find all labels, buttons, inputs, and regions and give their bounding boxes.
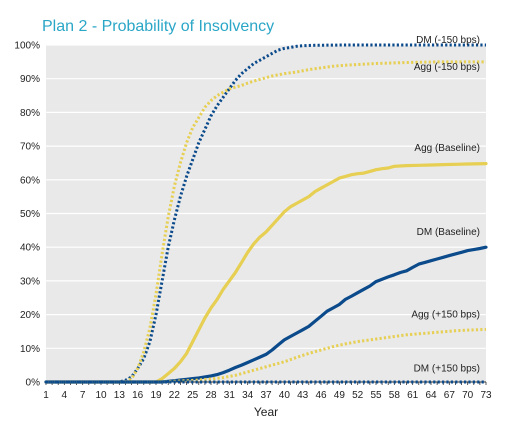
x-tick-label: 19 — [150, 390, 162, 401]
x-tick-label: 22 — [169, 390, 181, 401]
x-tick-label: 4 — [62, 390, 68, 401]
series-line — [46, 43, 486, 384]
series-label: Agg (-150 bps) — [414, 62, 480, 73]
x-tick-label: 25 — [187, 390, 199, 401]
y-tick-label: 10% — [20, 344, 40, 355]
y-axis-ticks: 0% 10% 20% 30% 40% 50% 60% 70% 80% 90% 100% — [14, 41, 40, 389]
chart-title: Plan 2 - Probability of Insolvency — [42, 18, 275, 35]
series-line — [46, 327, 487, 384]
y-tick-label: 20% — [20, 310, 40, 321]
series-label: DM (-150 bps) — [416, 35, 480, 46]
x-tick-label: 52 — [352, 390, 364, 401]
x-tick-label: 31 — [224, 390, 236, 401]
x-tick-label: 40 — [279, 390, 291, 401]
x-tick-label: 67 — [444, 390, 456, 401]
series-label: DM (+150 bps) — [414, 364, 480, 375]
x-tick-label: 64 — [425, 390, 437, 401]
series-label: DM (Baseline) — [417, 227, 480, 238]
x-tick-label: 61 — [407, 390, 419, 401]
y-tick-label: 50% — [20, 209, 40, 220]
y-tick-label: 60% — [20, 175, 40, 186]
series-lines — [44, 43, 488, 384]
x-tick-label: 1 — [43, 390, 49, 401]
x-tick-label: 46 — [315, 390, 327, 401]
y-tick-label: 80% — [20, 108, 40, 119]
x-tick-label: 55 — [370, 390, 382, 401]
series-line — [46, 60, 486, 384]
y-tick-label: 70% — [20, 142, 40, 153]
series-labels: DM (-150 bps) Agg (-150 bps) Agg (Baseline… — [411, 35, 480, 375]
x-axis-ticks: 1 4 7 10 13 16 19 22 25 28 31 34 37 40 43 46 49 52 55 58 61 6… — [43, 381, 492, 401]
series-label: Agg (+150 bps) — [411, 310, 480, 321]
y-tick-label: 30% — [20, 276, 40, 287]
series-line — [44, 162, 488, 384]
x-axis-title: Year — [254, 405, 278, 419]
x-tick-label: 34 — [242, 390, 254, 401]
gridlines — [46, 44, 486, 349]
x-tick-label: 70 — [462, 390, 474, 401]
x-tick-label: 73 — [480, 390, 492, 401]
x-tick-label: 13 — [114, 390, 126, 401]
x-tick-label: 28 — [205, 390, 217, 401]
series-label: Agg (Baseline) — [414, 143, 480, 154]
y-tick-label: 0% — [26, 378, 41, 389]
y-tick-label: 100% — [14, 41, 40, 52]
x-tick-label: 58 — [389, 390, 401, 401]
x-tick-label: 16 — [132, 390, 144, 401]
x-tick-label: 7 — [80, 390, 86, 401]
y-tick-label: 40% — [20, 243, 40, 254]
x-tick-label: 37 — [260, 390, 272, 401]
x-tick-label: 43 — [297, 390, 309, 401]
y-tick-label: 90% — [20, 74, 40, 85]
x-tick-label: 10 — [95, 390, 107, 401]
series-line — [44, 245, 488, 384]
x-tick-label: 49 — [334, 390, 346, 401]
